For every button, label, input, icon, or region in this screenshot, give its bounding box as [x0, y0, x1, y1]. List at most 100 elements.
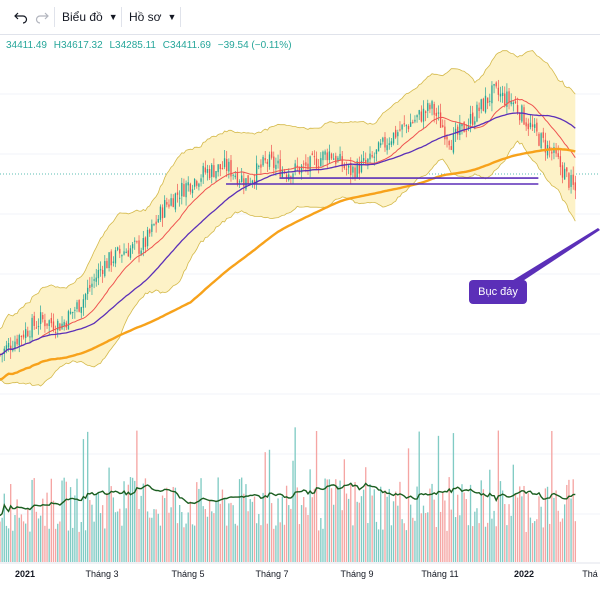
- candle-body: [504, 93, 506, 106]
- candle-body: [489, 100, 491, 102]
- candle-body: [198, 183, 200, 187]
- volume-bar: [232, 505, 234, 562]
- candle-body: [563, 168, 566, 180]
- candle-body: [270, 151, 273, 158]
- candle-body: [140, 250, 142, 255]
- volume-bar: [540, 506, 542, 562]
- volume-bar: [339, 480, 341, 562]
- volume-bar: [245, 484, 247, 562]
- volume-bar: [95, 493, 97, 562]
- volume-bar: [570, 498, 572, 562]
- candle-body: [365, 159, 367, 163]
- candle-body: [35, 327, 38, 329]
- volume-bar: [343, 459, 346, 562]
- volume-bar: [266, 523, 269, 562]
- volume-bar: [536, 519, 538, 562]
- volume-bar: [294, 427, 296, 562]
- volume-bar: [170, 507, 172, 562]
- candle-body: [345, 168, 348, 170]
- volume-bar: [303, 497, 305, 562]
- volume-bar: [324, 478, 326, 562]
- candle-body: [416, 115, 418, 118]
- volume-bar: [238, 479, 241, 562]
- volume-bar: [311, 497, 313, 562]
- x-tick-label: Tháng 5: [171, 569, 204, 579]
- price-chart[interactable]: 2021 Tháng 3 Tháng 5 Tháng 7 Tháng 9 Tháng 11…: [0, 34, 600, 600]
- volume-bar: [459, 515, 461, 562]
- volume-bar: [431, 483, 433, 562]
- volume-bar: [463, 492, 465, 562]
- candle-body: [380, 143, 382, 146]
- volume-bar: [29, 531, 31, 562]
- volume-bar: [27, 508, 29, 562]
- volume-bar: [129, 477, 132, 562]
- volume-bar: [523, 485, 525, 562]
- redo-button[interactable]: [35, 5, 51, 29]
- volume-bar: [454, 517, 457, 562]
- candle-body: [112, 261, 115, 263]
- candle-body: [168, 204, 170, 207]
- candle-body: [341, 156, 343, 167]
- volume-bar: [444, 500, 446, 562]
- support-lines[interactable]: [226, 177, 600, 294]
- candle-body: [29, 336, 31, 338]
- candle-body: [360, 160, 363, 173]
- undo-button[interactable]: [14, 5, 30, 29]
- candle-body: [442, 125, 444, 128]
- candle-body: [275, 164, 277, 170]
- candle-body: [315, 158, 318, 169]
- volume-bar: [211, 511, 213, 562]
- candle-body: [181, 182, 183, 197]
- candle-body: [561, 165, 564, 178]
- volume-bar: [275, 525, 277, 562]
- candle-body: [204, 167, 206, 173]
- chart-menu-button[interactable]: Biểu đồ ▼: [62, 5, 118, 29]
- volume-bar: [296, 487, 298, 562]
- candle-body: [452, 133, 455, 153]
- volume-bar: [183, 527, 185, 562]
- candle-body: [288, 174, 290, 181]
- volume-bar: [16, 499, 18, 562]
- volume-bar: [213, 513, 215, 562]
- ma-mid-line: [0, 112, 576, 356]
- annotation-callout[interactable]: Bục đáy: [469, 280, 527, 304]
- volume-bar: [283, 524, 286, 562]
- volume-bar: [388, 488, 390, 562]
- x-tick-label: 2021: [15, 569, 35, 579]
- volume-bar: [200, 478, 202, 562]
- volume-bar: [362, 489, 365, 562]
- candle-body: [131, 244, 134, 249]
- candle-body: [422, 108, 425, 122]
- candle-body: [525, 122, 527, 127]
- volume-bar: [418, 431, 420, 562]
- volume-bar: [189, 501, 192, 562]
- volume-bar: [352, 525, 354, 562]
- volume-bar: [3, 493, 5, 562]
- volume-bar: [134, 480, 136, 562]
- candle-body: [33, 315, 35, 326]
- candle-body: [493, 83, 495, 86]
- volume-bar: [42, 498, 44, 562]
- profile-menu-button[interactable]: Hồ sơ ▼: [129, 5, 176, 29]
- candle-body: [221, 167, 224, 169]
- volume-bar: [375, 521, 378, 562]
- volume-bar: [99, 513, 102, 562]
- volume-bar: [337, 486, 339, 562]
- volume-bar: [144, 478, 147, 562]
- candle-body: [101, 269, 104, 275]
- volume-bar: [390, 525, 393, 562]
- volume-bar: [292, 460, 294, 562]
- candle-body: [44, 319, 46, 327]
- candle-body: [67, 311, 70, 330]
- candle-body: [48, 320, 50, 327]
- volume-bar: [508, 504, 510, 562]
- candle-body: [382, 137, 384, 142]
- volume-bar: [74, 495, 76, 562]
- volume-bar: [484, 526, 487, 562]
- volume-bar: [465, 499, 467, 562]
- volume-bar: [33, 478, 35, 562]
- volume-bar: [131, 477, 134, 562]
- volume-bar: [22, 521, 25, 562]
- candle-body: [557, 153, 559, 157]
- ma-slow-line: [0, 147, 576, 381]
